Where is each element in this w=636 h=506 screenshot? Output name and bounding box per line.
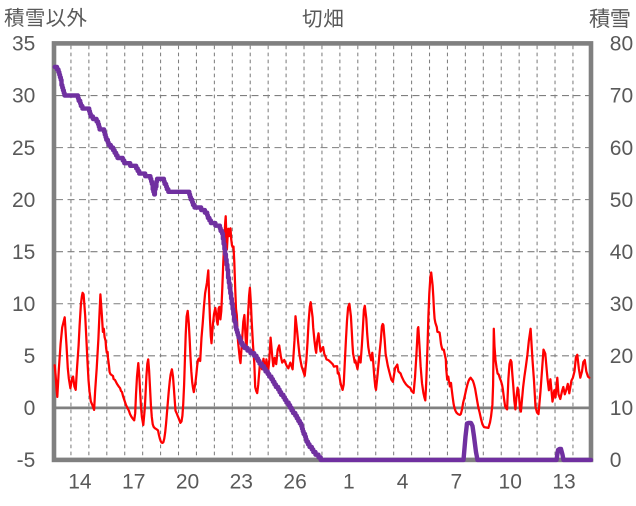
- svg-text:30: 30: [12, 85, 35, 108]
- svg-text:20: 20: [610, 345, 633, 368]
- svg-text:40: 40: [610, 241, 633, 264]
- svg-text:10: 10: [610, 397, 633, 420]
- svg-text:0: 0: [24, 397, 36, 420]
- svg-text:14: 14: [68, 471, 92, 494]
- svg-text:13: 13: [552, 471, 575, 494]
- svg-text:35: 35: [12, 33, 35, 56]
- svg-text:25: 25: [12, 137, 35, 160]
- svg-text:20: 20: [12, 189, 35, 212]
- svg-text:23: 23: [230, 471, 253, 494]
- svg-text:30: 30: [610, 293, 633, 316]
- svg-text:10: 10: [499, 471, 522, 494]
- svg-text:4: 4: [397, 471, 409, 494]
- svg-text:-5: -5: [17, 449, 36, 472]
- svg-text:0: 0: [610, 449, 622, 472]
- svg-text:26: 26: [283, 471, 306, 494]
- svg-text:5: 5: [24, 345, 36, 368]
- svg-text:80: 80: [610, 33, 633, 56]
- svg-text:50: 50: [610, 189, 633, 212]
- svg-text:15: 15: [12, 241, 35, 264]
- svg-text:20: 20: [176, 471, 199, 494]
- svg-text:17: 17: [122, 471, 145, 494]
- svg-text:7: 7: [451, 471, 463, 494]
- svg-text:10: 10: [12, 293, 35, 316]
- svg-text:70: 70: [610, 85, 633, 108]
- svg-text:1: 1: [343, 471, 355, 494]
- svg-text:60: 60: [610, 137, 633, 160]
